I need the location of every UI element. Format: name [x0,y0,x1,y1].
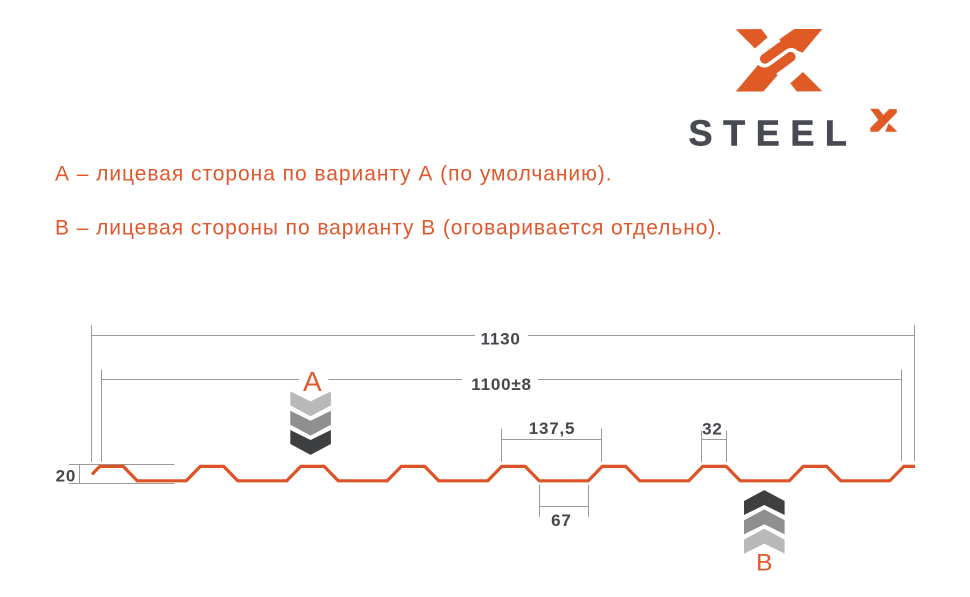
svg-text:А – лицевая сторона по вариант: А – лицевая сторона по варианту А (по ум… [55,162,613,185]
svg-text:1130: 1130 [481,329,521,348]
svg-text:20: 20 [56,466,77,485]
svg-text:B: B [756,549,772,576]
svg-text:67: 67 [551,511,572,530]
svg-text:В – лицевая стороны по вариант: В – лицевая стороны по варианту В (огова… [55,216,723,239]
svg-text:1100±8: 1100±8 [471,375,531,394]
svg-text:A: A [303,366,322,397]
svg-text:32: 32 [702,420,723,439]
svg-text:137,5: 137,5 [529,419,576,438]
svg-text:STEEL: STEEL [689,112,858,153]
